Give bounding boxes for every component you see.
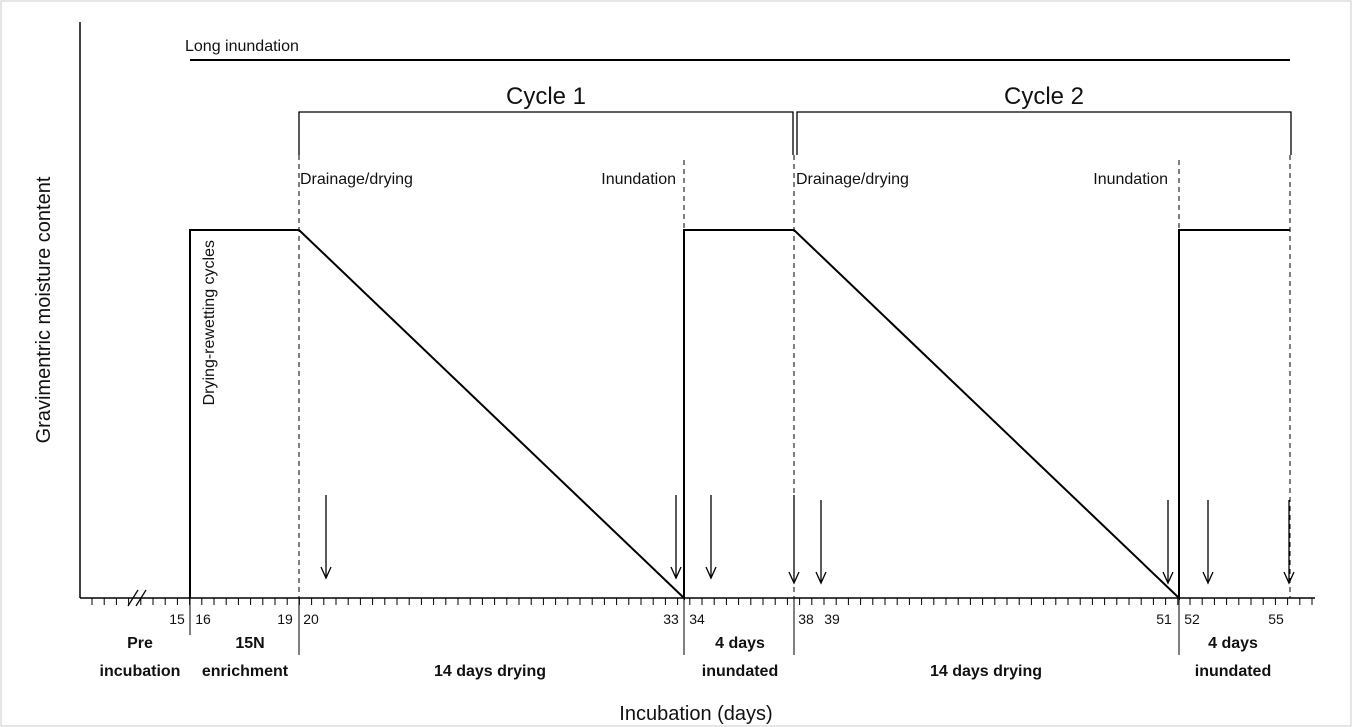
long-inundation: Long inundation: [185, 38, 299, 55]
stage-label: Inundation: [1093, 171, 1168, 188]
arrow-head: [815, 571, 827, 585]
phase-label: inundated: [702, 663, 778, 680]
arrow-head: [1283, 571, 1295, 585]
tick-labels: 15 16 19 20 33 34 38 39 51 52 55: [169, 611, 1284, 627]
phase-labels: Pre incubation 15N enrichment 14 days drying…: [100, 635, 1272, 680]
arrow-head: [705, 566, 717, 580]
phase-label: inundated: [1195, 663, 1271, 680]
tick-label: 52: [1184, 611, 1200, 627]
tick-label: 33: [663, 611, 679, 627]
tick-label: 34: [689, 611, 705, 627]
phase-label: enrichment: [202, 663, 289, 680]
minor-ticks: [91, 598, 1313, 605]
tick-label: 38: [798, 611, 814, 627]
drying-rewetting-label: Drying-rewetting cycles: [201, 240, 218, 405]
tick-label: 16: [195, 611, 211, 627]
phase-label: incubation: [100, 663, 181, 680]
stage-label: Drainage/drying: [796, 171, 909, 188]
arrow-head: [320, 566, 332, 580]
stage-label: Drainage/drying: [300, 171, 413, 188]
x-axis-label: Incubation (days): [619, 703, 772, 725]
moisture-profile: [189, 229, 1290, 601]
arrow-head: [1162, 571, 1174, 585]
tick-label: 39: [824, 611, 840, 627]
phase-label: Pre: [127, 635, 153, 652]
cycle-label: Cycle 1: [506, 83, 586, 110]
tick-label: 19: [277, 611, 293, 627]
phase-label: 15N: [235, 635, 264, 652]
phase-label: 4 days: [715, 635, 765, 652]
sampling-arrows: [320, 495, 1295, 585]
arrow-head: [1202, 571, 1214, 585]
phase-label: 4 days: [1208, 635, 1258, 652]
separators: [189, 598, 1180, 655]
y-axis-label: Gravimentric moisture content: [33, 176, 55, 443]
stage-label: Inundation: [601, 171, 676, 188]
arrow-head: [788, 571, 800, 585]
tick-label: 15: [169, 611, 185, 627]
tick-label: 20: [303, 611, 319, 627]
tick-label: 55: [1268, 611, 1284, 627]
phase-label: 14 days drying: [434, 663, 546, 680]
phase-label: 14 days drying: [930, 663, 1042, 680]
tick-label: 51: [1156, 611, 1172, 627]
cycle-brackets: [298, 111, 1292, 155]
arrow-head: [670, 566, 682, 580]
cycle-label: Cycle 2: [1004, 83, 1084, 110]
